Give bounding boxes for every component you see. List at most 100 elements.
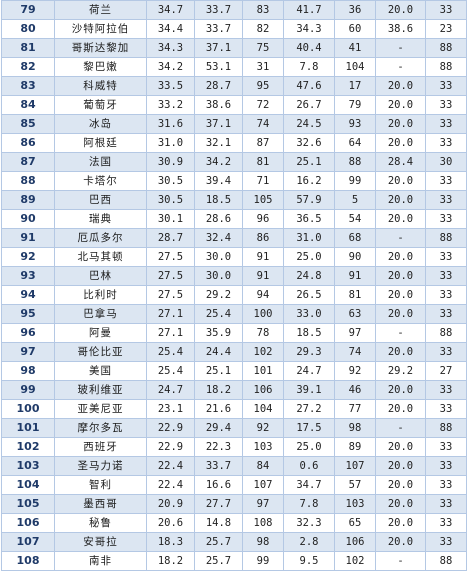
value-cell: 0.6 xyxy=(283,456,335,476)
rank-cell: 106 xyxy=(1,513,55,533)
rank-cell: 88 xyxy=(425,551,467,571)
value-cell: 20.0 xyxy=(375,513,426,533)
rank-cell: 107 xyxy=(1,532,55,552)
value-cell: 20.0 xyxy=(375,475,426,495)
table-row: 98 美国 25.4 25.1 101 24.7 92 29.2 27 xyxy=(1,361,467,381)
rank-cell: 107 xyxy=(242,475,284,495)
value-cell: 27.2 xyxy=(283,399,335,419)
value-cell: 25.0 xyxy=(283,247,335,267)
rank-cell: 27 xyxy=(425,361,467,381)
country-cell: 瑞典 xyxy=(54,209,147,229)
value-cell: 33.0 xyxy=(283,304,335,324)
value-cell: 30.5 xyxy=(146,171,195,191)
rank-cell: 33 xyxy=(425,247,467,267)
value-cell: 31.6 xyxy=(146,114,195,134)
rank-cell: 84 xyxy=(1,95,55,115)
rank-cell: 46 xyxy=(334,380,376,400)
table-row: 102 西班牙 22.9 22.3 103 25.0 89 20.0 33 xyxy=(1,437,467,457)
value-cell: 32.3 xyxy=(283,513,335,533)
rank-cell: 100 xyxy=(1,399,55,419)
value-cell: 18.5 xyxy=(283,323,335,343)
rank-cell: 103 xyxy=(1,456,55,476)
value-cell: - xyxy=(375,551,426,571)
value-cell: 37.1 xyxy=(194,114,243,134)
value-cell: 28.7 xyxy=(146,228,195,248)
rank-cell: 94 xyxy=(242,285,284,305)
rank-cell: 101 xyxy=(242,361,284,381)
rank-cell: 86 xyxy=(1,133,55,153)
value-cell: 47.6 xyxy=(283,76,335,96)
value-cell: 24.4 xyxy=(194,342,243,362)
rank-cell: 101 xyxy=(1,418,55,438)
table-row: 104 智利 22.4 16.6 107 34.7 57 20.0 33 xyxy=(1,475,467,495)
country-cell: 墨西哥 xyxy=(54,494,147,514)
table-row: 99 玻利维亚 24.7 18.2 106 39.1 46 20.0 33 xyxy=(1,380,467,400)
table-row: 90 瑞典 30.1 28.6 96 36.5 54 20.0 33 xyxy=(1,209,467,229)
value-cell: 21.6 xyxy=(194,399,243,419)
rank-cell: 77 xyxy=(334,399,376,419)
rank-cell: 90 xyxy=(334,247,376,267)
value-cell: 25.4 xyxy=(146,342,195,362)
value-cell: 20.0 xyxy=(375,114,426,134)
table-row: 84 葡萄牙 33.2 38.6 72 26.7 79 20.0 33 xyxy=(1,95,467,115)
value-cell: 20.0 xyxy=(375,247,426,267)
table-row: 108 南非 18.2 25.7 99 9.5 102-88 xyxy=(1,551,467,571)
value-cell: - xyxy=(375,228,426,248)
value-cell: 30.5 xyxy=(146,190,195,210)
value-cell: 38.6 xyxy=(375,19,426,39)
value-cell: 20.0 xyxy=(375,285,426,305)
rank-cell: 92 xyxy=(1,247,55,267)
country-cell: 南非 xyxy=(54,551,147,571)
value-cell: 20.0 xyxy=(375,190,426,210)
value-cell: 20.0 xyxy=(375,76,426,96)
value-cell: 41.7 xyxy=(283,0,335,20)
rank-cell: 78 xyxy=(242,323,284,343)
value-cell: 34.3 xyxy=(146,38,195,58)
value-cell: 20.0 xyxy=(375,266,426,286)
value-cell: 36.5 xyxy=(283,209,335,229)
table-row: 88 卡塔尔 30.5 39.4 71 16.2 99 20.0 33 xyxy=(1,171,467,191)
value-cell: 7.8 xyxy=(283,57,335,77)
value-cell: 20.0 xyxy=(375,209,426,229)
rank-cell: 17 xyxy=(334,76,376,96)
rank-cell: 83 xyxy=(242,0,284,20)
rank-cell: 33 xyxy=(425,209,467,229)
rank-cell: 54 xyxy=(334,209,376,229)
rank-cell: 104 xyxy=(242,399,284,419)
table-row: 85 冰岛 31.6 37.1 74 24.5 93 20.0 33 xyxy=(1,114,467,134)
value-cell: 18.3 xyxy=(146,532,195,552)
rank-cell: 63 xyxy=(334,304,376,324)
rank-cell: 108 xyxy=(242,513,284,533)
rank-cell: 30 xyxy=(425,152,467,172)
value-cell: 40.4 xyxy=(283,38,335,58)
value-cell: 25.7 xyxy=(194,532,243,552)
rank-cell: 95 xyxy=(1,304,55,324)
country-cell: 卡塔尔 xyxy=(54,171,147,191)
table-row: 93 巴林 27.5 30.0 91 24.8 91 20.0 33 xyxy=(1,266,467,286)
table-row: 82 黎巴嫩 34.2 53.1 31 7.8 104-88 xyxy=(1,57,467,77)
value-cell: 17.5 xyxy=(283,418,335,438)
value-cell: 33.2 xyxy=(146,95,195,115)
rank-cell: 108 xyxy=(1,551,55,571)
rank-cell: 33 xyxy=(425,304,467,324)
value-cell: 32.4 xyxy=(194,228,243,248)
table-row: 100 亚美尼亚 23.1 21.6 104 27.2 77 20.0 33 xyxy=(1,399,467,419)
rank-cell: 88 xyxy=(334,152,376,172)
rank-cell: 86 xyxy=(242,228,284,248)
value-cell: 24.5 xyxy=(283,114,335,134)
value-cell: 20.0 xyxy=(375,342,426,362)
rank-cell: 33 xyxy=(425,171,467,191)
value-cell: 29.3 xyxy=(283,342,335,362)
value-cell: 34.4 xyxy=(146,19,195,39)
rank-cell: 91 xyxy=(1,228,55,248)
rank-cell: 81 xyxy=(1,38,55,58)
value-cell: 25.7 xyxy=(194,551,243,571)
value-cell: 20.0 xyxy=(375,380,426,400)
country-cell: 黎巴嫩 xyxy=(54,57,147,77)
rank-cell: 87 xyxy=(1,152,55,172)
rank-cell: 92 xyxy=(242,418,284,438)
rank-cell: 33 xyxy=(425,0,467,20)
rank-cell: 33 xyxy=(425,76,467,96)
table-row: 106 秘鲁 20.6 14.8 108 32.3 65 20.0 33 xyxy=(1,513,467,533)
rank-cell: 94 xyxy=(1,285,55,305)
